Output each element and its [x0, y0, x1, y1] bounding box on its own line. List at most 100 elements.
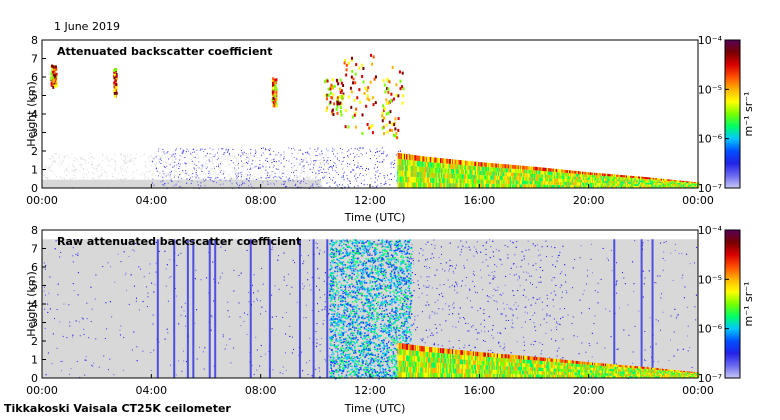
cloud-pixel — [370, 53, 373, 57]
boundary-layer-cell — [659, 183, 662, 185]
noise-pixel — [91, 182, 93, 184]
boundary-layer-cell — [562, 172, 564, 176]
noise-pixel — [662, 311, 664, 313]
noise-pixel — [283, 165, 285, 167]
noise-pixel — [176, 186, 178, 188]
noise-pixel — [102, 169, 104, 171]
noise-pixel — [616, 262, 618, 264]
noise-pixel — [559, 273, 561, 275]
signal-pixel — [266, 157, 268, 159]
cloud-pixel — [366, 94, 369, 98]
boundary-layer-cell — [470, 174, 472, 180]
boundary-layer-cell — [494, 171, 497, 176]
signal-pixel — [328, 172, 330, 174]
boundary-layer-cell — [583, 185, 585, 188]
boundary-layer-cell — [678, 181, 680, 183]
noise-pixel — [504, 346, 506, 348]
boundary-layer-cell — [473, 170, 476, 175]
signal-pixel — [242, 181, 244, 183]
boundary-layer-cell — [634, 186, 636, 188]
noise-pixel — [556, 329, 558, 331]
boundary-layer-cell — [559, 175, 561, 179]
cloud-pixel — [113, 70, 116, 74]
noise-pixel — [306, 160, 308, 162]
signal-pixel — [175, 153, 177, 155]
signal-pixel — [210, 179, 212, 181]
signal-pixel — [227, 151, 229, 153]
signal-pixel — [260, 148, 262, 150]
cloud-pixel — [113, 73, 116, 77]
noise-pixel — [234, 165, 236, 167]
boundary-layer-cell — [623, 183, 626, 186]
boundary-layer-cell — [473, 165, 476, 171]
boundary-layer-cell — [645, 184, 647, 187]
noise-pixel — [502, 292, 504, 294]
noise-pixel — [295, 174, 297, 176]
signal-pixel — [391, 161, 393, 163]
cloud-pixel — [399, 87, 402, 91]
noise-pixel — [124, 157, 126, 159]
boundary-layer-cell — [638, 186, 641, 188]
boundary-layer-cell — [403, 182, 406, 188]
boundary-layer-cell — [523, 176, 525, 181]
boundary-layer-cell — [562, 175, 564, 179]
boundary-layer-cell — [678, 186, 680, 188]
signal-pixel — [213, 181, 215, 183]
boundary-layer-cell — [616, 181, 618, 184]
boundary-layer-cell — [457, 169, 459, 174]
boundary-layer-cell — [404, 182, 407, 188]
noise-pixel — [291, 155, 293, 157]
boundary-layer-cell — [631, 183, 633, 186]
noise-pixel — [98, 175, 100, 177]
boundary-layer-cell — [676, 184, 678, 186]
noise-pixel — [54, 153, 56, 155]
signal-pixel — [217, 164, 219, 166]
cloud-pixel — [332, 93, 335, 97]
signal-pixel — [336, 157, 338, 159]
signal-pixel — [306, 152, 308, 154]
noise-pixel — [211, 157, 213, 159]
noise-pixel — [285, 369, 287, 371]
noise-pixel — [85, 185, 87, 187]
signal-pixel — [298, 186, 300, 188]
noise-pixel — [60, 370, 62, 372]
noise-pixel — [58, 185, 60, 187]
boundary-layer-cell — [608, 178, 610, 181]
signal-pixel — [372, 186, 374, 188]
noise-pixel — [122, 369, 124, 371]
signal-pixel — [376, 148, 378, 150]
signal-pixel — [347, 155, 349, 157]
noise-pixel — [68, 181, 70, 183]
boundary-layer-cell — [485, 179, 488, 184]
noise-pixel — [77, 161, 79, 163]
boundary-layer-cell — [466, 160, 468, 166]
cloud-pixel — [327, 87, 330, 91]
boundary-layer-cell — [693, 186, 695, 188]
noise-pixel — [174, 185, 176, 187]
noise-pixel — [245, 180, 247, 182]
noise-pixel — [156, 155, 158, 157]
noise-pixel — [130, 157, 132, 159]
noise-pixel — [309, 360, 311, 362]
boundary-layer-cell — [523, 184, 525, 188]
cloud-pixel — [340, 113, 343, 117]
boundary-layer-cell — [433, 177, 435, 183]
signal-pixel — [207, 176, 209, 178]
cloud-pixel — [366, 88, 369, 92]
boundary-layer-cell — [669, 182, 671, 184]
noise-pixel — [105, 172, 107, 174]
noise-pixel — [227, 159, 229, 161]
boundary-layer-cell — [445, 178, 447, 184]
noise-pixel — [571, 323, 573, 325]
boundary-layer-cell — [652, 186, 654, 188]
boundary-layer-cell — [514, 176, 516, 181]
cloud-pixel — [372, 103, 375, 107]
boundary-layer-cell — [693, 184, 695, 186]
noise-pixel — [173, 186, 175, 188]
boundary-layer-cell — [634, 178, 636, 181]
noise-pixel — [52, 171, 54, 173]
boundary-layer-cell — [600, 180, 603, 184]
signal-pixel — [200, 148, 202, 150]
boundary-layer-cell — [412, 176, 415, 183]
boundary-layer-cell — [458, 164, 460, 170]
